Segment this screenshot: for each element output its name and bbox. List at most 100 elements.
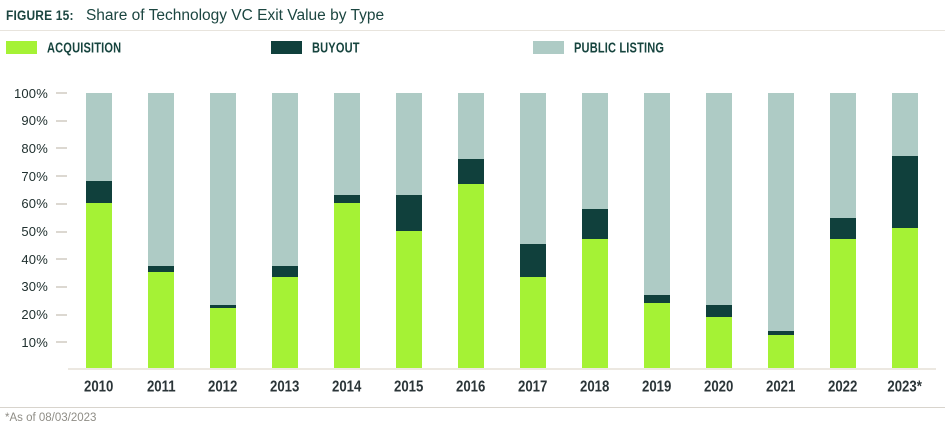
x-axis-label: 2023*	[887, 377, 923, 396]
bar-2017	[502, 93, 564, 368]
segment-public-listing	[148, 93, 174, 267]
footnote-divider	[0, 407, 945, 408]
bar-2022	[812, 93, 874, 368]
y-axis-tick: 50%	[0, 224, 68, 240]
tick-mark	[56, 119, 67, 122]
segment-buyout	[148, 266, 174, 272]
stacked-bar	[396, 93, 422, 368]
tick-mark	[56, 147, 67, 150]
bar-2013	[254, 93, 316, 368]
legend-item-buyout: BUYOUT	[271, 37, 368, 57]
segment-public-listing	[520, 93, 546, 245]
stacked-bar	[458, 93, 484, 368]
segment-acquisition	[86, 203, 112, 368]
segment-buyout	[644, 295, 670, 304]
y-tick-label: 30%	[21, 279, 48, 295]
y-tick-label: 60%	[21, 196, 48, 212]
bar-2020	[688, 93, 750, 368]
chart-legend: ACQUISITION BUYOUT PUBLIC LISTING	[6, 37, 939, 57]
bar-2021	[750, 93, 812, 368]
y-axis-tick: 90%	[0, 113, 68, 129]
segment-public-listing	[706, 93, 732, 305]
stacked-bar	[272, 93, 298, 368]
stacked-bar	[148, 93, 174, 368]
segment-public-listing	[458, 93, 484, 159]
x-axis-label: 2013	[270, 377, 300, 396]
legend-label: BUYOUT	[312, 38, 360, 56]
y-axis-tick: 80%	[0, 140, 68, 156]
segment-acquisition	[458, 183, 484, 368]
y-tick-label: 20%	[21, 307, 48, 323]
segment-public-listing	[210, 93, 236, 305]
legend-item-public-listing: PUBLIC LISTING	[533, 37, 680, 57]
stacked-bar	[830, 93, 856, 368]
legend-label: ACQUISITION	[47, 38, 122, 56]
segment-acquisition	[210, 307, 236, 368]
segment-buyout	[458, 159, 484, 184]
segment-public-listing	[768, 93, 794, 331]
legend-label: PUBLIC LISTING	[574, 38, 665, 56]
tick-mark	[56, 313, 67, 316]
segment-public-listing	[582, 93, 608, 209]
x-axis-label: 2021	[766, 377, 796, 396]
stacked-bar	[334, 93, 360, 368]
stacked-bar-chart: 100% 90% 80% 70% 60% 50% 40% 30% 20% 10% 2010 2011…	[0, 86, 945, 400]
tick-mark	[56, 230, 67, 233]
legend-item-acquisition: ACQUISITION	[6, 37, 134, 57]
x-axis-label: 2020	[704, 377, 734, 396]
segment-buyout	[768, 330, 794, 335]
figure-label: FIGURE 15:	[6, 7, 74, 24]
tick-mark	[56, 258, 67, 261]
stacked-bar	[520, 93, 546, 368]
y-tick-label: 70%	[21, 168, 48, 184]
segment-buyout	[272, 266, 298, 278]
x-axis-label: 2016	[456, 377, 486, 396]
y-tick-label: 50%	[21, 224, 48, 239]
tick-mark	[56, 202, 67, 205]
segment-acquisition	[644, 303, 670, 368]
x-axis-label: 2022	[828, 377, 858, 396]
x-axis-label: 2019	[642, 377, 672, 396]
x-axis-label: 2011	[146, 377, 176, 396]
segment-acquisition	[830, 238, 856, 368]
segment-buyout	[830, 218, 856, 239]
stacked-bar	[582, 93, 608, 368]
x-axis-label: 2018	[580, 377, 610, 396]
footnote: *As of 08/03/2023	[5, 412, 97, 424]
segment-buyout	[86, 181, 112, 203]
segment-acquisition	[892, 227, 918, 368]
stacked-bar	[768, 93, 794, 368]
segment-buyout	[582, 208, 608, 239]
tick-mark	[56, 92, 67, 94]
segment-acquisition	[582, 238, 608, 368]
y-axis-tick: 20%	[0, 307, 68, 323]
bar-2014	[316, 93, 378, 368]
tick-mark	[56, 341, 67, 344]
x-axis-label: 2017	[518, 377, 548, 396]
stacked-bar	[892, 93, 918, 368]
y-axis-tick: 70%	[0, 168, 68, 184]
segment-public-listing	[644, 93, 670, 296]
x-axis-label: 2015	[394, 377, 424, 396]
buyout-swatch	[271, 40, 302, 54]
y-axis-tick: 40%	[0, 251, 68, 267]
segment-buyout	[396, 194, 422, 231]
segment-acquisition	[706, 317, 732, 368]
figure-header: FIGURE 15: Share of Technology VC Exit V…	[0, 0, 945, 31]
y-tick-label: 40%	[21, 251, 48, 267]
segment-public-listing	[86, 93, 112, 181]
segment-buyout	[520, 244, 546, 278]
stacked-bar	[86, 93, 112, 368]
y-tick-label: 10%	[21, 334, 48, 350]
tick-mark	[56, 175, 67, 178]
y-axis-tick: 100%	[0, 85, 68, 101]
segment-buyout	[210, 304, 236, 308]
bar-2015	[378, 93, 440, 368]
y-axis-tick: 60%	[0, 196, 68, 212]
bar-2012	[192, 93, 254, 368]
segment-public-listing	[892, 93, 918, 157]
segment-buyout	[334, 194, 360, 203]
acquisition-swatch	[6, 40, 37, 54]
bar-2010	[68, 93, 130, 368]
bar-2019	[626, 93, 688, 368]
